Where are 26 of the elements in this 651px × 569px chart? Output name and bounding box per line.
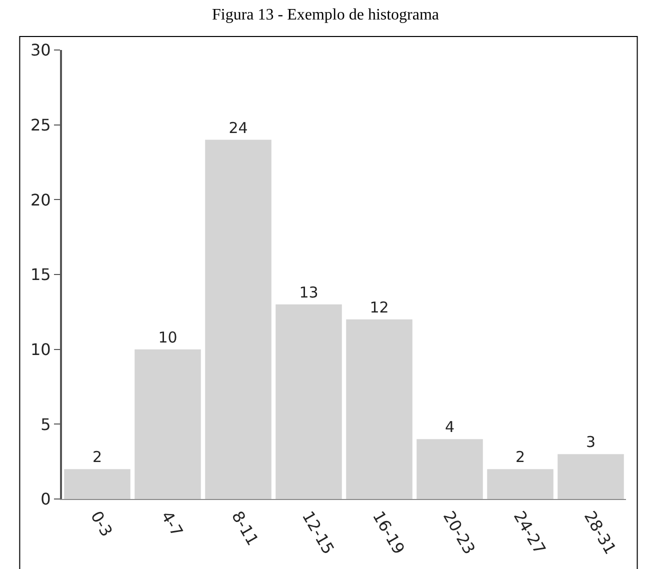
bar	[205, 140, 272, 499]
bar	[416, 439, 483, 499]
bar	[64, 469, 130, 499]
y-tick-label: 10	[30, 340, 51, 359]
y-tick-label: 25	[30, 115, 51, 134]
data-label: 2	[515, 448, 526, 466]
y-tick-label: 5	[40, 414, 51, 434]
bar	[487, 469, 554, 499]
x-tick-label: 0-3	[86, 508, 116, 540]
chart-title: Figura 13 - Exemplo de histograma	[212, 6, 440, 24]
data-label: 4	[444, 418, 455, 436]
bar	[276, 304, 342, 499]
y-tick-label: 20	[30, 190, 51, 210]
bar	[346, 319, 412, 499]
data-label: 10	[158, 328, 178, 346]
y-tick-label: 15	[30, 265, 51, 284]
y-tick-label: 30	[30, 40, 51, 60]
data-label: 3	[586, 433, 596, 452]
x-tick-label: 4-7	[157, 508, 187, 540]
bar	[558, 454, 624, 499]
y-tick-label: 0	[40, 490, 51, 509]
data-label: 24	[228, 118, 248, 137]
data-label: 13	[299, 283, 318, 302]
data-label: 2	[92, 448, 102, 466]
bar	[134, 349, 201, 499]
data-label: 12	[370, 298, 389, 316]
